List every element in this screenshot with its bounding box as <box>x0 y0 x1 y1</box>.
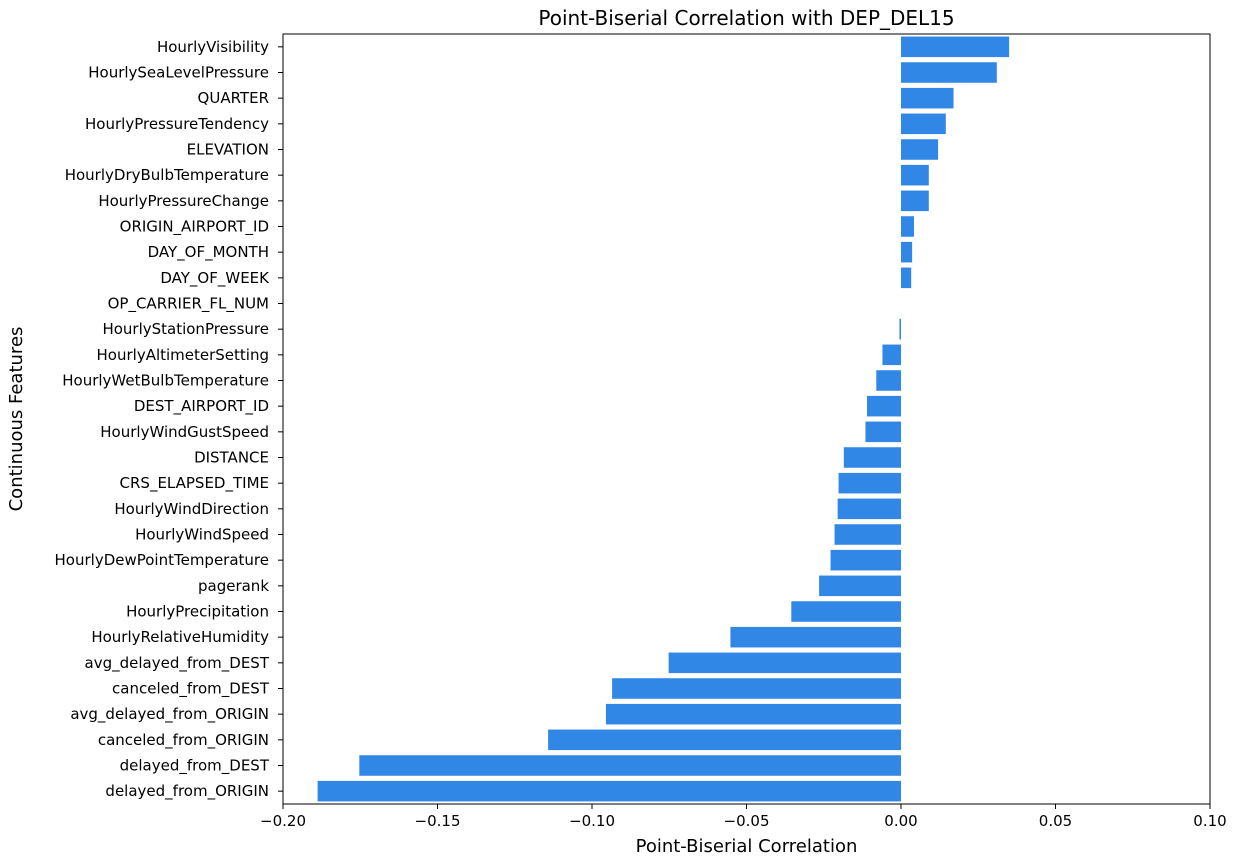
bar-HourlyWindDirection <box>837 498 901 520</box>
y-tick-label: DISTANCE <box>194 449 269 467</box>
y-tick-label: HourlyWindDirection <box>114 500 269 518</box>
x-tick-label: 0.05 <box>1039 812 1072 830</box>
y-tick-label: HourlyPressureTendency <box>85 115 269 133</box>
y-tick-label: OP_CARRIER_FL_NUM <box>108 295 269 314</box>
y-tick-label: avg_delayed_from_DEST <box>85 654 270 673</box>
bar-ORIGIN_AIRPORT_ID <box>901 216 914 237</box>
bar-HourlyPrecipitation <box>791 601 901 622</box>
bar-DAY_OF_MONTH <box>901 241 913 263</box>
y-tick-label: DEST_AIRPORT_ID <box>134 397 269 416</box>
bar-HourlyDewPointTemperature <box>830 549 901 571</box>
x-axis-label: Point-Biserial Correlation <box>636 836 858 857</box>
bar-avg_delayed_from_DEST <box>668 652 901 674</box>
y-tick-label: HourlyStationPressure <box>102 320 269 338</box>
bar-HourlyWindSpeed <box>834 524 901 545</box>
bar-HourlyPressureChange <box>901 190 929 212</box>
y-tick-label: HourlyDewPointTemperature <box>55 551 269 569</box>
bar-HourlyStationPressure <box>899 318 901 340</box>
y-tick-label: delayed_from_ORIGIN <box>105 782 269 801</box>
bars-group <box>317 36 1010 802</box>
y-axis: HourlyVisibility HourlySeaLevelPressure QU… <box>55 38 283 801</box>
bar-canceled_from_DEST <box>612 678 901 699</box>
bar-DEST_AIRPORT_ID <box>867 395 901 417</box>
y-tick-label: QUARTER <box>198 89 269 107</box>
bar-DISTANCE <box>843 447 901 468</box>
y-tick-label: DAY_OF_WEEK <box>160 269 270 288</box>
y-tick-label: canceled_from_ORIGIN <box>98 731 269 750</box>
x-tick-label: −0.15 <box>415 812 461 830</box>
bar-HourlyPressureTendency <box>901 113 946 135</box>
y-tick-label: HourlyVisibility <box>157 38 269 56</box>
y-tick-label: canceled_from_DEST <box>112 680 270 699</box>
bar-avg_delayed_from_ORIGIN <box>605 703 901 725</box>
bar-HourlyRelativeHumidity <box>730 626 901 648</box>
x-tick-label: −0.20 <box>260 812 306 830</box>
y-tick-label: ELEVATION <box>187 141 269 159</box>
y-tick-label: avg_delayed_from_ORIGIN <box>70 705 269 724</box>
bar-CRS_ELAPSED_TIME <box>838 472 901 494</box>
y-tick-label: HourlyPressureChange <box>98 192 269 210</box>
y-tick-label: ORIGIN_AIRPORT_ID <box>120 218 269 237</box>
bar-HourlyAltimeterSetting <box>882 344 901 366</box>
bar-HourlyVisibility <box>901 36 1010 58</box>
y-tick-label: pagerank <box>198 577 269 595</box>
bar-delayed_from_DEST <box>359 755 901 776</box>
bar-QUARTER <box>901 87 954 109</box>
bar-canceled_from_ORIGIN <box>548 729 901 751</box>
y-tick-label: HourlySeaLevelPressure <box>88 64 269 82</box>
bar-ELEVATION <box>901 139 939 160</box>
bar-DAY_OF_WEEK <box>901 267 912 289</box>
x-tick-label: 0.00 <box>884 812 917 830</box>
y-tick-label: delayed_from_DEST <box>120 757 270 776</box>
y-tick-label: HourlyWindGustSpeed <box>100 423 269 441</box>
bar-pagerank <box>819 575 901 597</box>
bar-HourlySeaLevelPressure <box>901 62 997 83</box>
x-axis: −0.20 −0.15 −0.10 −0.05 0.00 0.05 0.10 <box>260 804 1227 830</box>
bar-HourlyWindGustSpeed <box>865 421 901 443</box>
x-tick-label: −0.10 <box>569 812 615 830</box>
y-tick-label: DAY_OF_MONTH <box>148 243 269 262</box>
y-tick-label: HourlyRelativeHumidity <box>91 628 269 646</box>
y-tick-label: CRS_ELAPSED_TIME <box>120 474 269 493</box>
y-tick-label: HourlyWetBulbTemperature <box>62 372 269 390</box>
bar-HourlyWetBulbTemperature <box>876 370 901 391</box>
x-tick-label: 0.10 <box>1193 812 1226 830</box>
bar-HourlyDryBulbTemperature <box>901 164 929 186</box>
x-tick-label: −0.05 <box>724 812 770 830</box>
y-tick-label: HourlyDryBulbTemperature <box>65 166 269 184</box>
bar-delayed_from_ORIGIN <box>317 780 901 802</box>
y-axis-label: Continuous Features <box>6 327 27 512</box>
y-tick-label: HourlyWindSpeed <box>135 526 269 544</box>
chart-title: Point-Biserial Correlation with DEP_DEL1… <box>538 6 954 30</box>
y-tick-label: HourlyPrecipitation <box>126 603 269 621</box>
y-tick-label: HourlyAltimeterSetting <box>97 346 269 364</box>
